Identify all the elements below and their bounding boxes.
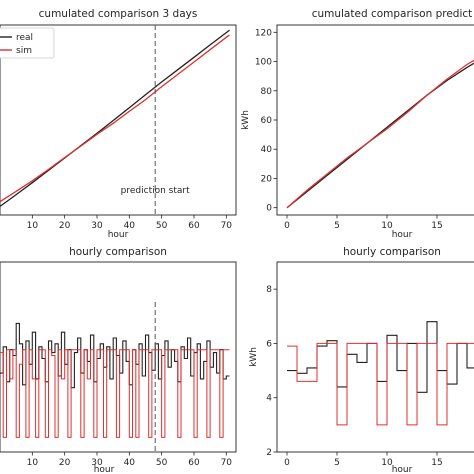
x-tick-label: 30 <box>91 458 103 468</box>
series-step-sim <box>0 349 230 438</box>
panel3-lines <box>0 322 230 438</box>
panel3-frame <box>0 261 237 453</box>
panel2-xlabel: hour <box>392 230 413 240</box>
legend-real-label: real <box>16 33 33 43</box>
panel2-ticks: 0 5 10 15 0 20 40 60 80 100 120 <box>255 28 443 231</box>
x-tick-label: 15 <box>431 221 442 231</box>
x-tick-label: 60 <box>188 458 200 468</box>
panel-cumulated-predict: cumulated comparison predict 0 5 10 15 0 20 40… <box>241 8 474 240</box>
panel-hourly-3-days: hourly comparison 10 20 30 40 50 60 70 hour <box>0 246 237 474</box>
panel3-title: hourly comparison <box>69 246 167 258</box>
series-step-real <box>0 322 230 389</box>
panel4-lines <box>287 321 474 426</box>
panel4-xlabel: hour <box>392 465 413 474</box>
y-tick-label: 120 <box>255 28 272 38</box>
panel1-ticks: 10 20 30 40 50 60 70 <box>27 215 233 231</box>
panel4-title: hourly comparison <box>343 246 441 258</box>
panel2-lines <box>286 59 474 209</box>
legend: real sim <box>0 27 55 59</box>
series-line-sim <box>286 59 474 209</box>
x-tick-label: 0 <box>284 458 290 468</box>
y-tick-label: 40 <box>261 145 273 155</box>
x-tick-label: 5 <box>334 221 340 231</box>
x-tick-label: 20 <box>59 458 71 468</box>
panel4-ticks: 0 5 10 15 2 4 6 8 <box>266 285 442 468</box>
x-tick-label: 10 <box>381 221 393 231</box>
legend-box <box>0 27 55 59</box>
legend-sim-label: sim <box>16 46 32 56</box>
x-tick-label: 5 <box>334 458 340 468</box>
panel2-frame <box>276 24 474 216</box>
panel4-frame <box>276 261 474 453</box>
y-tick-label: 60 <box>261 116 273 126</box>
series-line-real <box>286 62 474 209</box>
y-tick-label: 20 <box>261 174 273 184</box>
x-tick-label: 40 <box>124 221 136 231</box>
x-tick-label: 15 <box>431 458 442 468</box>
y-tick-label: 100 <box>255 58 272 68</box>
x-tick-label: 10 <box>381 458 393 468</box>
y-tick-label: 4 <box>266 394 272 404</box>
panel1-lines <box>0 29 230 207</box>
panel-cumulated-3-days: cumulated comparison 3 days 10 20 30 40 50 60… <box>0 8 237 240</box>
panel1-xlabel: hour <box>108 230 129 240</box>
x-tick-label: 60 <box>188 221 200 231</box>
x-tick-label: 10 <box>27 458 39 468</box>
x-tick-label: 30 <box>91 221 103 231</box>
x-tick-label: 50 <box>156 221 168 231</box>
panel1-title: cumulated comparison 3 days <box>39 8 198 20</box>
panel2-ylabel: kWh <box>241 110 251 130</box>
x-tick-label: 20 <box>59 221 71 231</box>
x-tick-label: 0 <box>284 221 290 231</box>
panel-hourly-predict: hourly comparison 0 5 10 15 2 4 6 8 hour kWh <box>249 246 474 474</box>
series-step-real <box>287 321 474 393</box>
x-tick-label: 10 <box>27 221 39 231</box>
y-tick-label: 2 <box>266 448 272 458</box>
panel2-title: cumulated comparison predict <box>312 8 473 20</box>
prediction-start-label: prediction start <box>121 186 190 196</box>
panel4-ylabel: kWh <box>249 347 259 367</box>
y-tick-label: 8 <box>266 285 272 295</box>
panel3-xlabel: hour <box>94 465 115 474</box>
panel3-ticks: 10 20 30 40 50 60 70 <box>27 452 233 468</box>
x-tick-label: 40 <box>124 458 136 468</box>
y-tick-label: 0 <box>266 204 272 214</box>
panel1-frame <box>0 24 237 216</box>
y-tick-label: 6 <box>266 339 272 349</box>
series-line-sim <box>0 34 230 203</box>
series-line-real <box>0 29 230 207</box>
series-step-sim <box>287 342 474 426</box>
x-tick-label: 70 <box>221 221 233 231</box>
y-tick-label: 80 <box>261 87 273 97</box>
x-tick-label: 50 <box>156 458 168 468</box>
x-tick-label: 70 <box>221 458 233 468</box>
